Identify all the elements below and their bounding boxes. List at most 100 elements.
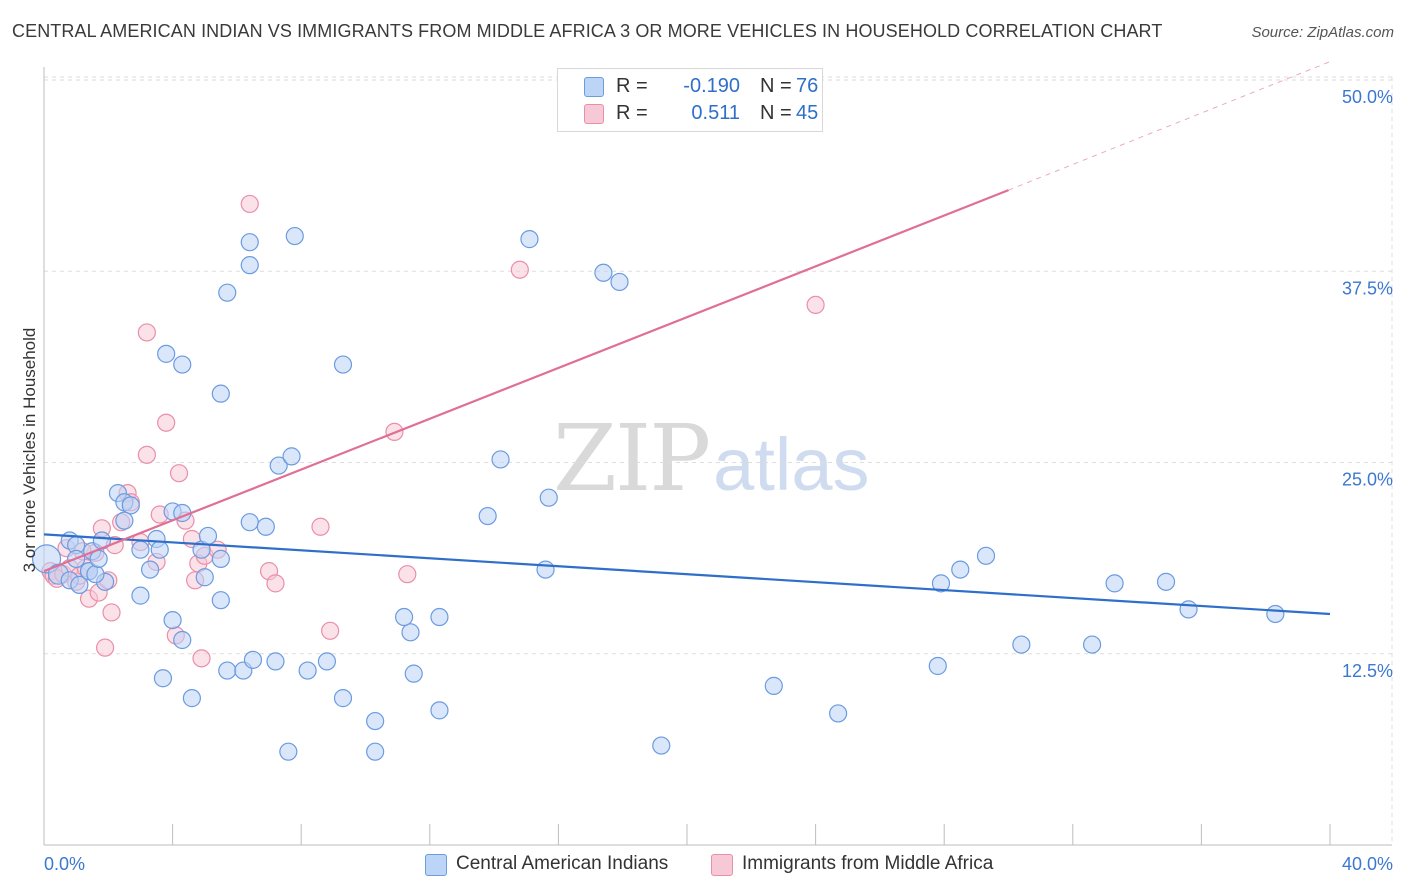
data-point-blue <box>195 568 214 587</box>
legend-n-label: N = <box>760 75 792 97</box>
chart-source: Source: ZipAtlas.com <box>1251 24 1394 41</box>
data-point-pink <box>510 260 529 279</box>
data-point-blue <box>240 233 259 252</box>
axis-layer <box>43 67 1392 846</box>
x-tick-label: 0.0% <box>44 854 85 874</box>
blue-points-layer <box>31 226 1285 761</box>
data-point-pink <box>137 445 156 464</box>
data-point-blue <box>536 560 555 579</box>
y-tick-label: 12.5% <box>1342 661 1393 681</box>
data-point-blue <box>1012 635 1031 654</box>
y-tick-label: 50.0% <box>1342 87 1393 107</box>
legend-n-label: N = <box>760 102 792 124</box>
data-point-blue <box>317 652 337 671</box>
data-point-pink <box>157 413 176 432</box>
legend-swatch-blue <box>584 77 604 97</box>
data-point-blue <box>430 607 449 627</box>
data-point-pink <box>321 621 340 640</box>
data-point-blue <box>182 689 201 708</box>
data-point-pink <box>95 638 115 657</box>
data-point-blue <box>173 355 192 374</box>
data-point-blue <box>1105 574 1124 593</box>
data-point-blue <box>491 450 510 469</box>
data-point-pink <box>311 517 330 536</box>
bottom-legend-label: Central American Indians <box>456 853 669 874</box>
data-point-pink <box>240 194 259 214</box>
data-point-blue <box>211 591 230 610</box>
data-point-blue <box>1082 635 1102 654</box>
data-point-blue <box>1179 600 1198 619</box>
data-point-blue <box>211 384 230 403</box>
data-point-blue <box>1266 604 1285 624</box>
legend-r-value: 0.511 <box>691 102 740 124</box>
data-point-blue <box>1156 572 1176 591</box>
data-point-blue <box>153 669 173 688</box>
trend-layer <box>43 61 1331 616</box>
data-point-blue <box>173 630 192 650</box>
legend-box: R = -0.190 N = 76 R = 0.511 N = 45 <box>557 68 823 132</box>
data-point-blue <box>240 513 259 532</box>
chart-title: CENTRAL AMERICAN INDIAN VS IMMIGRANTS FR… <box>12 21 1163 41</box>
data-point-blue <box>121 496 140 515</box>
data-point-blue <box>70 575 89 595</box>
grid-layer <box>44 76 1393 845</box>
data-point-blue <box>366 711 385 731</box>
data-point-blue <box>198 526 218 546</box>
data-point-blue <box>764 676 783 695</box>
data-point-blue <box>539 488 558 507</box>
data-point-blue <box>157 344 176 363</box>
data-point-blue <box>610 272 629 292</box>
data-point-blue <box>333 689 353 708</box>
legend-n-value: 76 <box>796 75 819 97</box>
data-point-blue <box>140 560 160 579</box>
data-point-pink <box>137 323 156 342</box>
y-tick-label: 25.0% <box>1342 470 1393 490</box>
data-point-blue <box>266 652 285 671</box>
trend-line-pink-extension <box>1008 61 1331 191</box>
data-point-blue <box>243 650 263 669</box>
data-point-blue <box>218 661 237 680</box>
y-axis-label: 3 or more Vehicles in Household <box>20 327 39 573</box>
data-point-blue <box>131 540 150 559</box>
data-point-blue <box>240 256 259 275</box>
data-point-blue <box>404 664 423 683</box>
data-point-blue <box>478 506 497 526</box>
data-point-blue <box>211 549 230 568</box>
legend-n-value: 45 <box>796 102 819 124</box>
data-point-blue <box>951 560 970 579</box>
data-point-blue <box>366 742 385 761</box>
data-point-blue <box>163 610 182 630</box>
data-point-blue <box>928 656 947 676</box>
data-point-blue <box>218 283 237 302</box>
data-point-blue <box>256 517 275 536</box>
bottom-legend-label: Immigrants from Middle Africa <box>742 853 994 874</box>
data-point-blue <box>829 704 848 723</box>
data-point-blue <box>594 263 613 282</box>
tick-label-layer: 12.5% 25.0% 37.5% 50.0% 0.0% 40.0% <box>44 87 1393 874</box>
bottom-legend-swatch-pink <box>711 854 733 876</box>
legend-r-value: -0.190 <box>683 75 740 97</box>
pink-points-layer <box>41 194 825 668</box>
legend-r-label: R = <box>616 75 648 97</box>
data-point-blue <box>115 511 134 530</box>
data-point-blue <box>976 546 996 565</box>
data-point-blue <box>150 540 169 559</box>
data-point-blue <box>652 736 671 755</box>
x-tick-label: 40.0% <box>1342 854 1393 874</box>
data-point-blue <box>298 661 317 680</box>
data-point-blue <box>131 586 150 605</box>
legend-r-label: R = <box>616 102 648 124</box>
y-axis-label-wrap: 3 or more Vehicles in Household <box>18 60 42 840</box>
data-point-pink <box>169 464 189 483</box>
data-point-blue <box>401 623 420 642</box>
bottom-legend: Central American Indians Immigrants from… <box>0 852 1406 878</box>
data-point-pink <box>266 574 285 593</box>
y-tick-label: 37.5% <box>1342 278 1393 298</box>
data-point-blue <box>931 574 951 593</box>
data-point-blue <box>86 565 105 584</box>
legend-swatch-pink <box>584 104 604 124</box>
data-point-blue <box>430 701 449 720</box>
data-point-pink <box>102 603 121 622</box>
data-point-pink <box>398 565 417 584</box>
